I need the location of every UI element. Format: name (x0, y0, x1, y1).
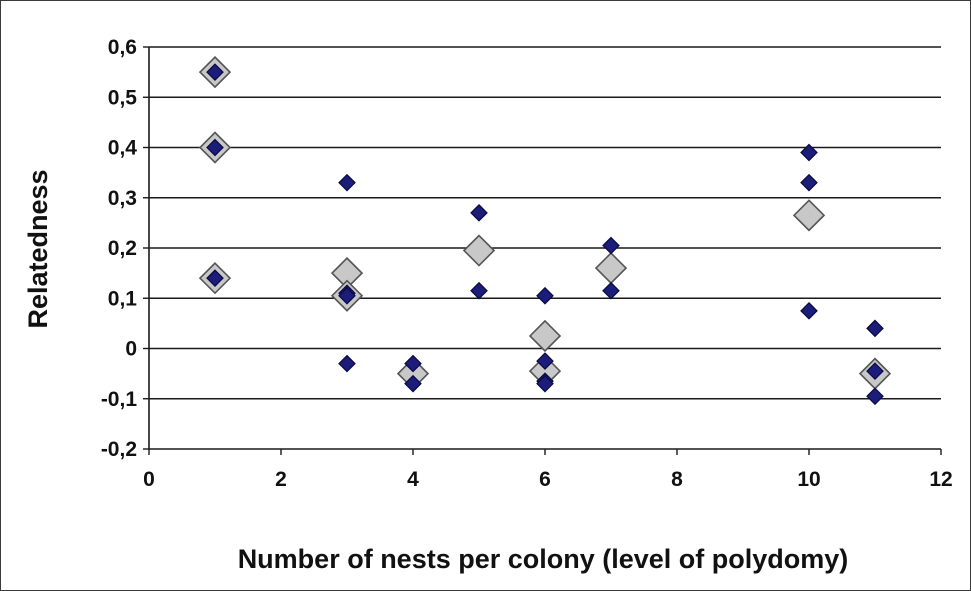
x-tick-label: 2 (275, 468, 287, 491)
y-tick-label: 0,6 (108, 36, 137, 59)
colony-diamond-marker (404, 354, 422, 373)
colony-diamond-marker (866, 387, 884, 406)
colony-diamond-marker (866, 362, 884, 380)
x-axis-title: Number of nests per colony (level of pol… (238, 544, 849, 574)
mean-diamond-marker (528, 319, 562, 353)
x-tick-label: 0 (143, 468, 155, 491)
colony-diamond-marker (206, 269, 224, 287)
y-tick-label: 0,4 (108, 137, 138, 160)
colony-diamond-marker (602, 236, 620, 255)
x-tick-labels: 0 2 4 6 8 10 12 (143, 468, 953, 491)
x-tick-label: 10 (797, 468, 820, 491)
y-tick-label: 0,3 (108, 187, 137, 210)
colony-diamond-marker (800, 173, 818, 192)
colony-diamond-marker (536, 374, 554, 393)
y-tick-label: 0 (125, 338, 137, 361)
x-tick-label: 4 (407, 468, 419, 491)
axes (143, 46, 942, 455)
data-points (198, 55, 892, 406)
colony-diamond-marker (536, 286, 554, 305)
colony-diamond-marker (470, 203, 488, 222)
x-tick-label: 8 (671, 468, 683, 491)
colony-diamond-marker (866, 319, 884, 338)
mean-diamond-marker (594, 251, 628, 285)
y-tick-label: 0,5 (108, 86, 138, 109)
y-tick-labels: -0,2 -0,1 0 0,1 0,2 0,3 0,4 0,5 0,6 (101, 36, 138, 461)
x-tick-label: 12 (929, 468, 952, 491)
colony-diamond-marker (536, 352, 554, 370)
y-tick-label: -0,2 (101, 438, 137, 461)
colony-diamond-marker (206, 138, 224, 157)
y-tick-label: -0,1 (101, 388, 138, 411)
colony-diamond-marker (338, 173, 356, 192)
mean-diamond-marker (792, 199, 826, 232)
colony-diamond-marker (602, 281, 620, 300)
mean-diamond-marker (462, 234, 496, 267)
colony-diamond-marker (800, 301, 818, 320)
y-tick-label: 0,1 (108, 287, 138, 310)
colony-diamond-marker (206, 63, 224, 81)
y-tick-label: 0,2 (108, 237, 137, 260)
colony-diamond-marker (338, 286, 356, 305)
x-tick-label: 6 (539, 468, 551, 491)
y-axis-title: Relatedness (23, 169, 53, 328)
colony-diamond-marker (470, 281, 488, 300)
colony-diamond-marker (800, 143, 818, 162)
colony-diamond-marker (404, 374, 422, 393)
colony-diamond-marker (338, 354, 356, 373)
